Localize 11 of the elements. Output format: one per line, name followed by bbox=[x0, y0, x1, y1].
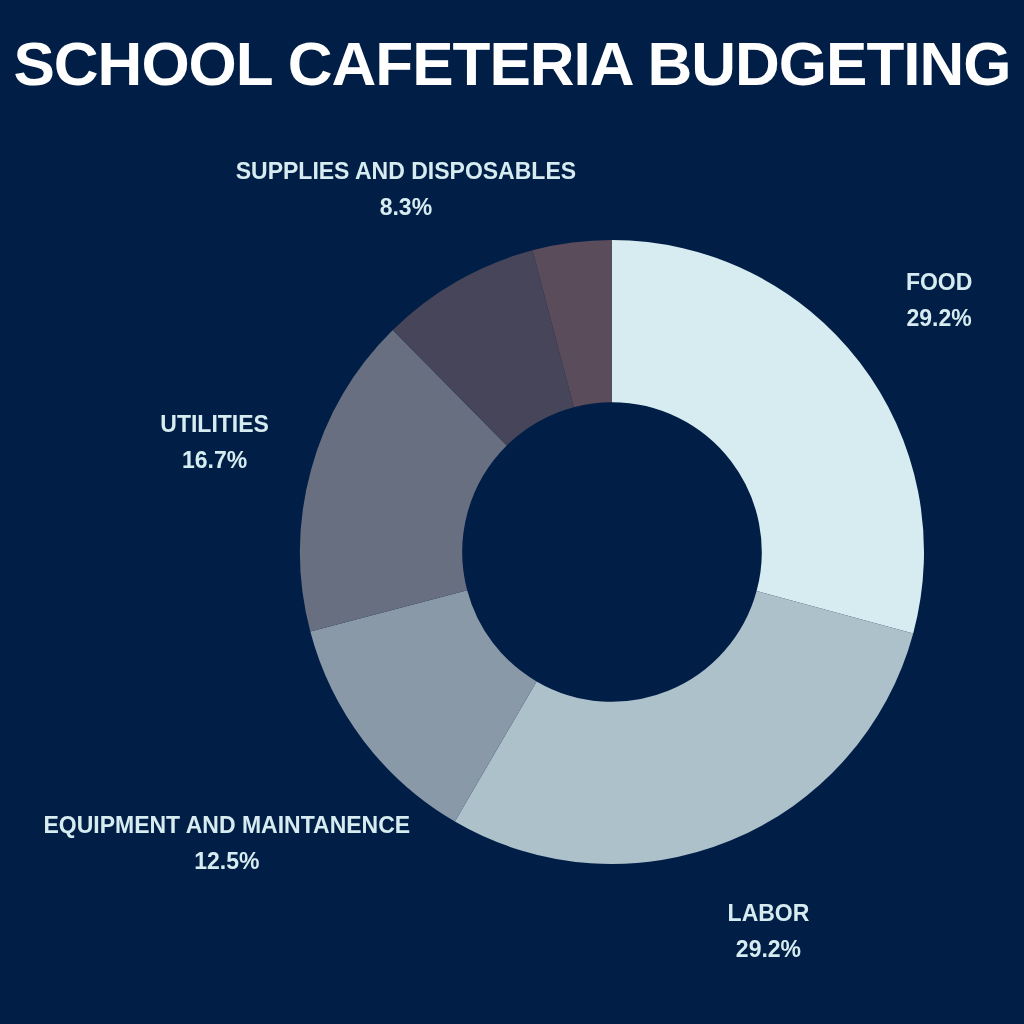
slice-label: SUPPLIES AND DISPOSABLES bbox=[235, 157, 577, 184]
slice-label: LABOR bbox=[727, 900, 810, 927]
data-label: 16.7% bbox=[181, 446, 248, 473]
chart-title: SCHOOL CAFETERIA BUDGETING bbox=[12, 28, 1012, 99]
data-label: 29.2% bbox=[735, 936, 802, 963]
data-label: 29.2% bbox=[906, 304, 972, 331]
data-label: 12.5% bbox=[194, 848, 260, 875]
slice-label: EQUIPMENT AND MAINTANENCE bbox=[43, 812, 411, 839]
slice-label: UTILITIES bbox=[160, 410, 269, 437]
slice-label: FOOD bbox=[905, 268, 973, 295]
data-label: 8.3% bbox=[379, 193, 433, 220]
